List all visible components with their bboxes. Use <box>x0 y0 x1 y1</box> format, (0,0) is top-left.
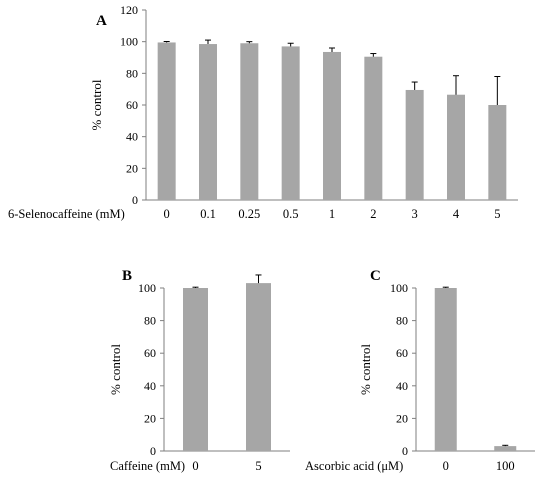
panel-a-y-axis-label: % control <box>89 79 104 130</box>
panel-b-bar <box>246 283 271 451</box>
panel-b-letter: B <box>122 268 132 284</box>
panel-a-y-tick-label: 100 <box>120 35 138 49</box>
panel-b-y-tick-label: 80 <box>144 314 156 328</box>
panel-a-bar <box>323 51 341 201</box>
panel-a-bar <box>240 43 259 200</box>
panel-a-bar <box>157 42 176 201</box>
panel-a-bar <box>488 105 507 200</box>
panel-c: C 0 20 40 60 80 100 % control 0 100 Ascorbic acid … <box>305 268 535 473</box>
panel-a-x-tick-label: 0 <box>164 207 170 221</box>
panel-a-x-tick-label: 4 <box>453 207 460 221</box>
panel-b-y-axis-label: % control <box>108 344 123 395</box>
panel-a-y-tick-label: 20 <box>126 161 138 175</box>
panel-b-y-tick-label: 100 <box>138 281 156 295</box>
panel-c-y-tick-label: 0 <box>402 444 408 458</box>
panel-b-x-tick-label: 0 <box>192 459 198 473</box>
panel-a-bar <box>447 94 465 200</box>
panel-b: B 0 20 40 60 80 100 % control 0 5 Caffeine (mM) <box>108 268 290 473</box>
panel-b-y-tick-label: 20 <box>144 411 156 425</box>
panel-c-y-axis-label: % control <box>358 344 373 395</box>
panel-a: A 0 20 40 60 80 100 120 % control 0 0.1 0.25 0.5 1 2 3 4… <box>8 3 518 221</box>
panel-a-x-tick-label: 5 <box>494 207 500 221</box>
panel-a-bar <box>405 89 424 200</box>
panel-b-y-tick-label: 40 <box>144 379 156 393</box>
panel-a-x-tick-label: 0.25 <box>238 207 260 221</box>
panel-a-bar <box>281 46 300 200</box>
panel-c-y-tick-label: 60 <box>396 346 408 360</box>
panel-b-x-tick-label: 5 <box>255 459 261 473</box>
panel-a-x-axis-label: 6-Selenocaffeine (mM) <box>8 207 125 221</box>
panel-a-y-tick-label: 80 <box>126 66 138 80</box>
panel-a-y-tick-label: 60 <box>126 98 138 112</box>
panel-a-bar <box>364 56 383 201</box>
panel-a-y-tick-label: 40 <box>126 130 138 144</box>
panel-c-y-tick-label: 100 <box>390 281 408 295</box>
panel-c-bar <box>494 446 517 451</box>
panel-b-x-axis-label: Caffeine (mM) <box>110 459 185 473</box>
panel-a-x-tick-label: 3 <box>412 207 418 221</box>
panel-a-x-tick-label: 0.1 <box>200 207 216 221</box>
panel-b-y-tick-label: 0 <box>150 444 156 458</box>
panel-a-y-tick-label: 120 <box>120 3 138 17</box>
panel-a-x-tick-label: 0.5 <box>283 207 299 221</box>
panel-c-x-tick-label: 0 <box>443 459 449 473</box>
panel-c-x-tick-label: 100 <box>496 459 515 473</box>
panel-b-y-tick-label: 60 <box>144 346 156 360</box>
panel-a-y-tick-label: 0 <box>132 193 138 207</box>
panel-a-x-tick-label: 2 <box>370 207 376 221</box>
panel-c-y-tick-label: 80 <box>396 314 408 328</box>
panel-a-bar <box>199 44 217 200</box>
panel-a-letter: A <box>96 13 107 29</box>
panel-c-x-axis-label: Ascorbic acid (μM) <box>305 459 403 473</box>
panel-b-bar <box>183 288 208 451</box>
panel-c-y-tick-label: 20 <box>396 411 408 425</box>
panel-c-bar <box>434 288 457 451</box>
panel-c-letter: C <box>370 268 381 284</box>
panel-a-x-tick-label: 1 <box>329 207 335 221</box>
panel-c-y-tick-label: 40 <box>396 379 408 393</box>
